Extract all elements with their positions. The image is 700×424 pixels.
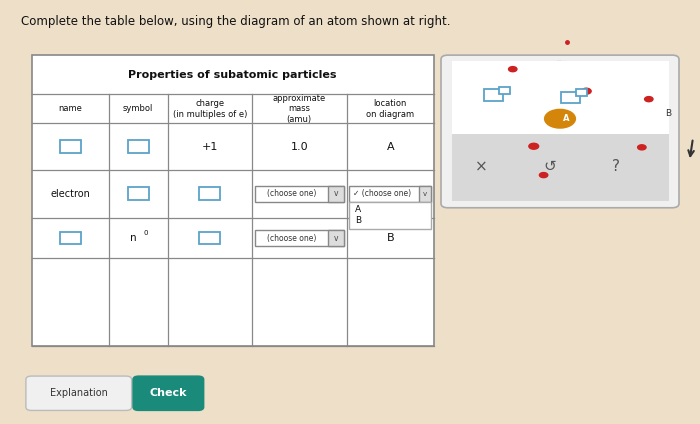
FancyBboxPatch shape bbox=[199, 232, 220, 245]
Text: B: B bbox=[386, 233, 394, 243]
FancyBboxPatch shape bbox=[328, 230, 344, 246]
Text: A: A bbox=[386, 142, 394, 152]
Circle shape bbox=[540, 173, 548, 178]
FancyBboxPatch shape bbox=[452, 61, 668, 134]
FancyBboxPatch shape bbox=[561, 92, 580, 103]
FancyBboxPatch shape bbox=[576, 89, 587, 96]
Text: B: B bbox=[355, 216, 361, 226]
FancyBboxPatch shape bbox=[452, 134, 668, 201]
Circle shape bbox=[528, 143, 539, 149]
Text: (choose one): (choose one) bbox=[267, 189, 316, 198]
Text: B: B bbox=[664, 109, 671, 118]
FancyBboxPatch shape bbox=[349, 202, 431, 229]
Text: 1.0: 1.0 bbox=[290, 142, 308, 152]
FancyBboxPatch shape bbox=[484, 89, 503, 101]
FancyBboxPatch shape bbox=[26, 376, 132, 410]
FancyBboxPatch shape bbox=[499, 87, 510, 94]
FancyBboxPatch shape bbox=[255, 186, 344, 202]
Circle shape bbox=[638, 145, 646, 150]
FancyBboxPatch shape bbox=[60, 140, 80, 153]
Text: +1: +1 bbox=[202, 142, 218, 152]
FancyBboxPatch shape bbox=[32, 55, 434, 346]
Text: n: n bbox=[130, 233, 136, 243]
Text: A: A bbox=[355, 205, 361, 214]
Text: v: v bbox=[334, 189, 338, 198]
Text: Explanation: Explanation bbox=[50, 388, 108, 398]
Text: v: v bbox=[423, 191, 427, 197]
FancyBboxPatch shape bbox=[199, 187, 220, 200]
FancyBboxPatch shape bbox=[60, 232, 80, 245]
FancyBboxPatch shape bbox=[441, 55, 679, 208]
Text: ✓ (choose one): ✓ (choose one) bbox=[353, 189, 411, 198]
Text: ↺: ↺ bbox=[543, 159, 556, 174]
FancyBboxPatch shape bbox=[127, 187, 148, 200]
FancyBboxPatch shape bbox=[349, 186, 431, 202]
Text: Properties of subatomic particles: Properties of subatomic particles bbox=[129, 70, 337, 80]
FancyBboxPatch shape bbox=[255, 230, 344, 246]
Text: name: name bbox=[58, 104, 82, 113]
Circle shape bbox=[645, 97, 653, 102]
Text: charge
(in multiples of e): charge (in multiples of e) bbox=[173, 99, 247, 119]
Circle shape bbox=[508, 67, 517, 72]
Text: 0: 0 bbox=[143, 230, 148, 236]
Circle shape bbox=[545, 109, 575, 128]
Text: electron: electron bbox=[50, 189, 90, 199]
Text: Complete the table below, using the diagram of an atom shown at right.: Complete the table below, using the diag… bbox=[21, 15, 451, 28]
Circle shape bbox=[581, 88, 591, 94]
Text: ×: × bbox=[475, 159, 488, 174]
FancyBboxPatch shape bbox=[419, 186, 431, 202]
Text: approximate
mass
(amu): approximate mass (amu) bbox=[272, 94, 326, 124]
Text: ?: ? bbox=[612, 159, 620, 174]
Text: Check: Check bbox=[150, 388, 187, 398]
FancyBboxPatch shape bbox=[133, 376, 204, 410]
Text: symbol: symbol bbox=[123, 104, 153, 113]
Text: location
on diagram: location on diagram bbox=[366, 99, 414, 119]
FancyBboxPatch shape bbox=[328, 186, 344, 202]
FancyBboxPatch shape bbox=[127, 140, 148, 153]
Text: v: v bbox=[334, 234, 338, 243]
Text: (choose one): (choose one) bbox=[267, 234, 316, 243]
Text: A: A bbox=[563, 114, 569, 123]
